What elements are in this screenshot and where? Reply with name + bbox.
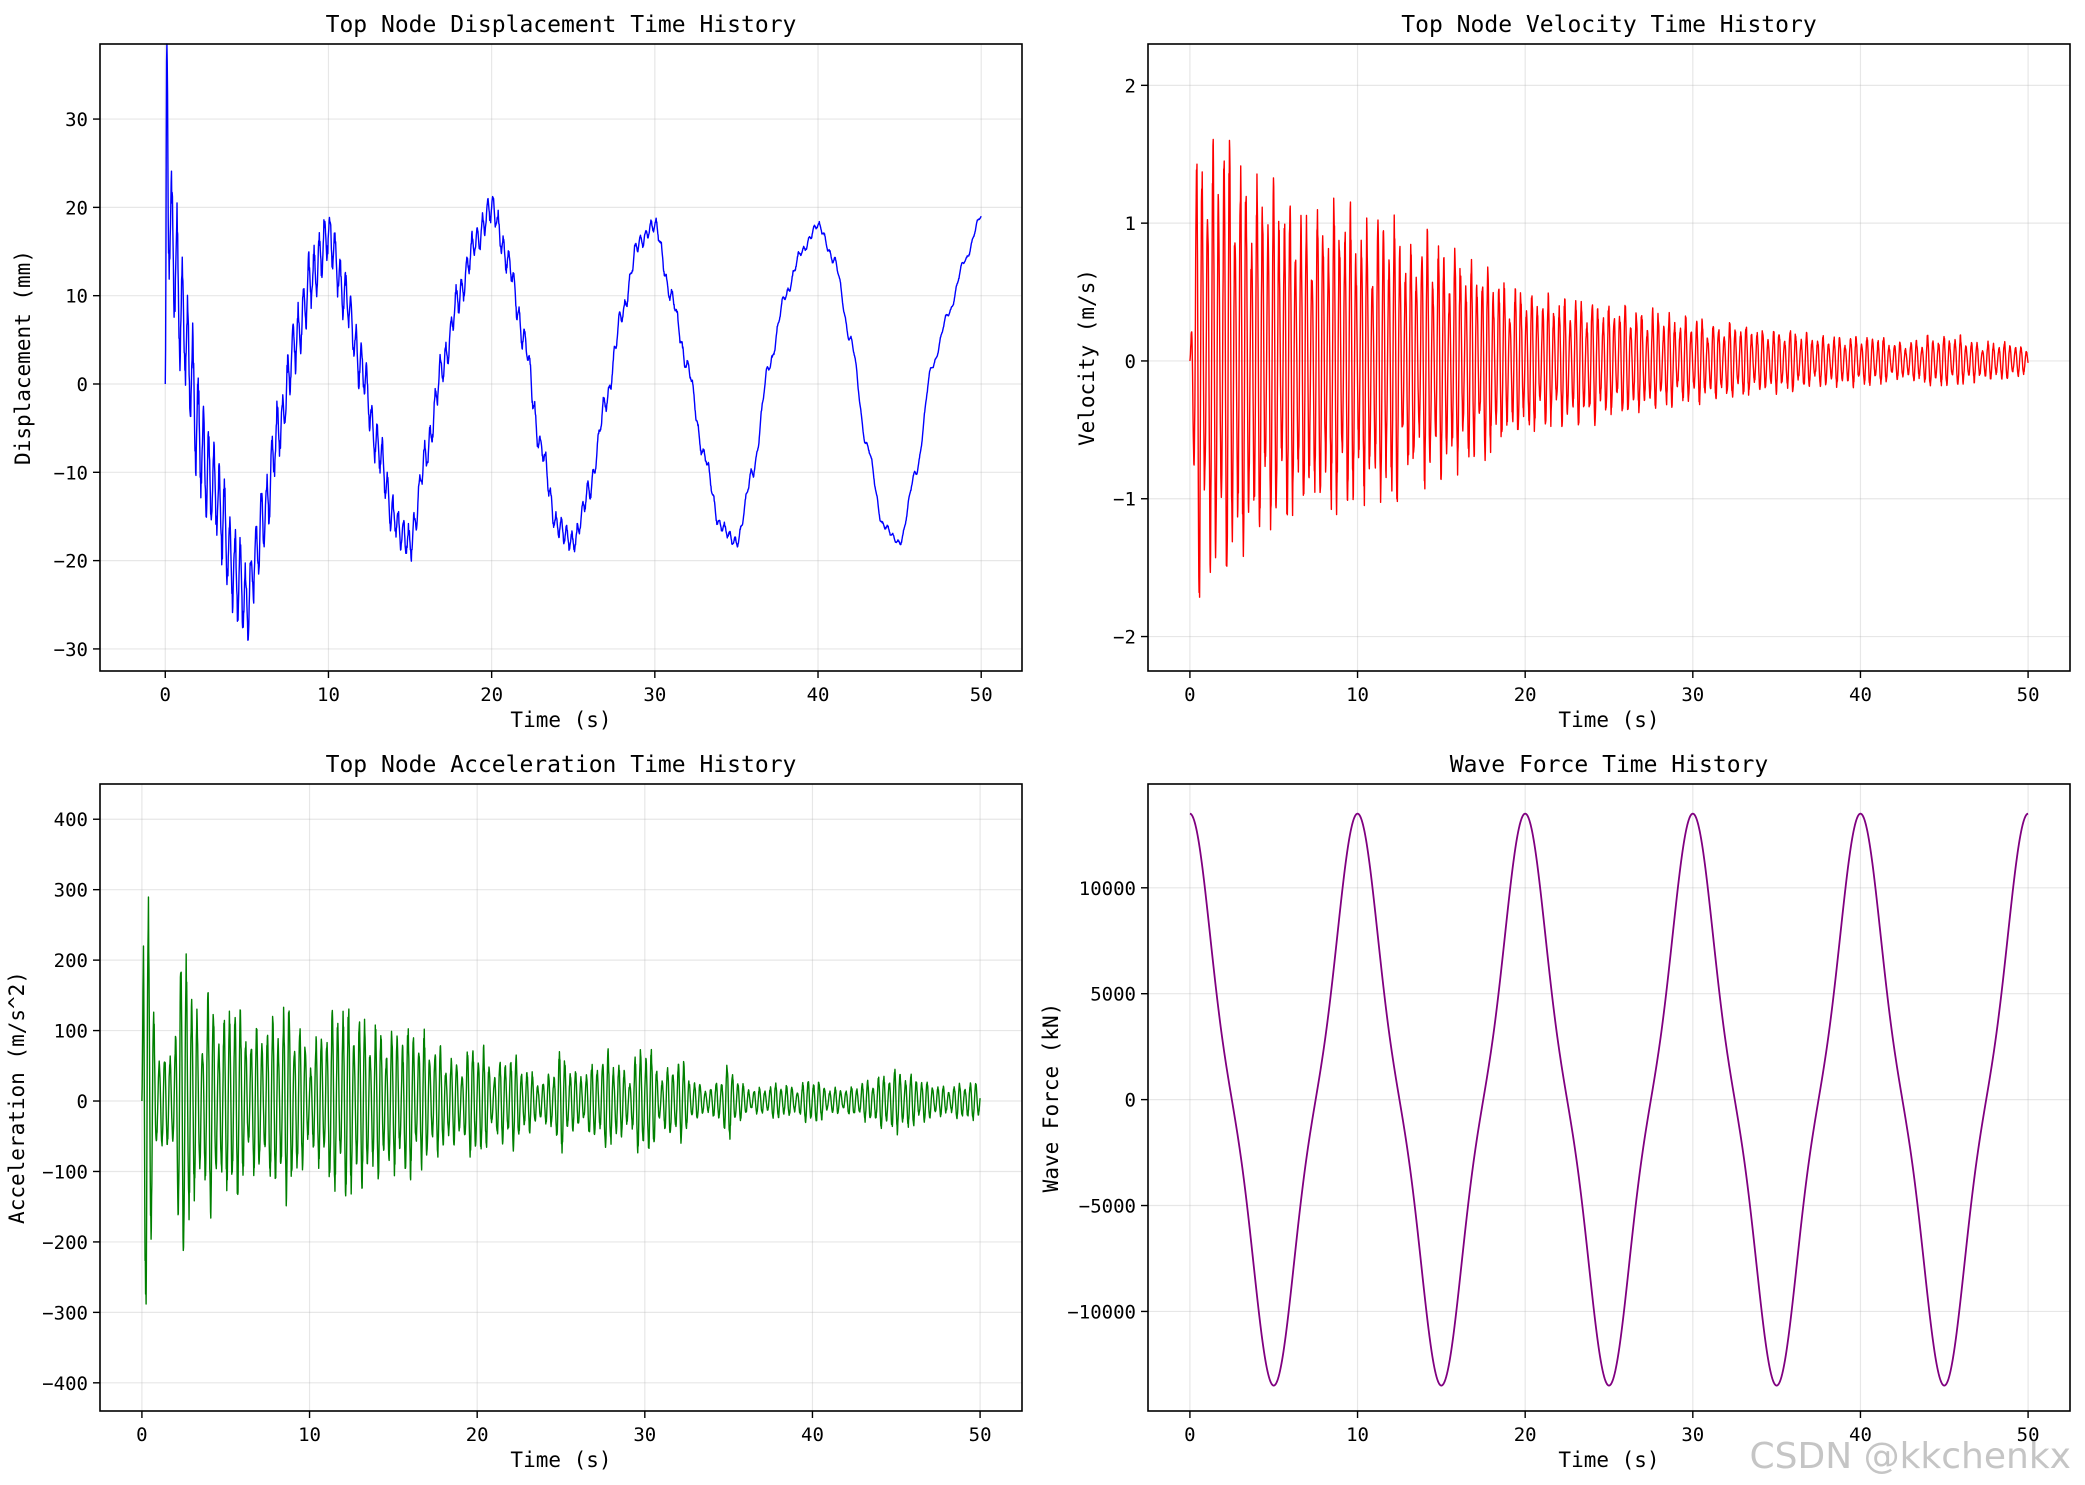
acceleration-ytick-label-3: −100 (42, 1161, 88, 1183)
displacement-series-line (164, 43, 982, 641)
displacement-x-axis-label: Time (s) (510, 708, 611, 732)
wave-force-xtick-label-1: 10 (1346, 1424, 1369, 1446)
velocity-ytick-label-3: 1 (1125, 213, 1136, 235)
velocity-xtick-label-1: 10 (1346, 684, 1369, 706)
velocity-ytick-label-4: 2 (1125, 75, 1136, 97)
acceleration-ytick-label-5: 100 (54, 1021, 88, 1043)
displacement-chart-title: Top Node Displacement Time History (326, 12, 797, 38)
acceleration-axes-frame (99, 783, 1023, 1412)
acceleration-y-axis-label: Acceleration (m/s^2) (5, 971, 29, 1224)
displacement-axes-frame (99, 43, 1023, 672)
velocity-ytick-label-0: −2 (1113, 627, 1136, 649)
displacement-xtick-label-5: 50 (970, 684, 993, 706)
velocity-ytick-label-1: −1 (1113, 489, 1136, 511)
wave-force-xtick-label-5: 50 (2017, 1424, 2040, 1446)
acceleration-xtick-label-1: 10 (298, 1424, 321, 1446)
displacement-xtick-label-0: 0 (160, 684, 171, 706)
acceleration-xtick-label-0: 0 (136, 1424, 147, 1446)
acceleration-x-axis-label: Time (s) (510, 1448, 611, 1472)
wave-force-ytick-label-0: −10000 (1067, 1301, 1136, 1323)
velocity-xtick-label-4: 40 (1849, 684, 1872, 706)
velocity-chart: 0 10 20 30 40 50 −2 −1 0 1 2 Top Node Velocity Time… (1075, 12, 2071, 732)
displacement-ytick-label-2: −10 (54, 462, 88, 484)
velocity-xtick-label-3: 30 (1681, 684, 1704, 706)
acceleration-ytick-label-6: 200 (54, 950, 88, 972)
acceleration-xtick-label-4: 40 (801, 1424, 824, 1446)
wave-force-xtick-label-4: 40 (1849, 1424, 1872, 1446)
wave-force-xtick-label-3: 30 (1681, 1424, 1704, 1446)
velocity-series-line (1189, 138, 2029, 598)
acceleration-xtick-label-2: 20 (466, 1424, 489, 1446)
wave-force-xtick-label-2: 20 (1514, 1424, 1537, 1446)
displacement-y-axis-label: Displacement (mm) (11, 250, 35, 465)
displacement-ytick-label-1: −20 (54, 551, 88, 573)
velocity-xtick-label-2: 20 (1514, 684, 1537, 706)
acceleration-series-line (141, 896, 981, 1305)
acceleration-ytick-label-1: −300 (42, 1302, 88, 1324)
velocity-y-axis-label: Velocity (m/s) (1075, 269, 1099, 446)
displacement-chart: 0 10 20 30 40 50 −30 −20 −10 0 10 20 30 Top Node Disp… (11, 12, 1023, 732)
acceleration-ytick-label-4: 0 (77, 1091, 88, 1113)
displacement-ytick-label-4: 10 (65, 286, 88, 308)
wave-force-y-axis-label: Wave Force (kN) (1039, 1003, 1063, 1193)
displacement-xtick-label-3: 30 (643, 684, 666, 706)
displacement-ytick-label-3: 0 (77, 374, 88, 396)
acceleration-chart: 0 10 20 30 40 50 −400 −300 −200 −100 0 100 200 300 400… (5, 752, 1023, 1472)
velocity-chart-title: Top Node Velocity Time History (1401, 12, 1816, 38)
wave-force-ytick-label-3: 5000 (1090, 984, 1136, 1006)
acceleration-ytick-label-7: 300 (54, 880, 88, 902)
wave-force-axes-frame (1147, 783, 2071, 1412)
wave-force-series-line (1189, 812, 2029, 1387)
acceleration-xtick-label-3: 30 (633, 1424, 656, 1446)
acceleration-chart-title: Top Node Acceleration Time History (326, 752, 797, 778)
wave-force-ytick-label-1: −5000 (1079, 1196, 1136, 1218)
velocity-xtick-label-5: 50 (2017, 684, 2040, 706)
displacement-xtick-label-2: 20 (480, 684, 503, 706)
displacement-xtick-label-4: 40 (807, 684, 830, 706)
displacement-ytick-label-5: 20 (65, 197, 88, 219)
wave-force-chart-title: Wave Force Time History (1450, 752, 1769, 778)
acceleration-ytick-label-0: −400 (42, 1373, 88, 1395)
displacement-ytick-label-6: 30 (65, 109, 88, 131)
wave-force-ytick-label-2: 0 (1125, 1090, 1136, 1112)
wave-force-chart: 0 10 20 30 40 50 −10000 −5000 0 5000 10000 Wave For… (1039, 752, 2071, 1472)
watermark: CSDN @kkchenkx (1749, 1436, 2071, 1477)
acceleration-ytick-label-2: −200 (42, 1232, 88, 1254)
acceleration-xtick-label-5: 50 (969, 1424, 992, 1446)
displacement-xtick-label-1: 10 (317, 684, 340, 706)
velocity-ytick-label-2: 0 (1125, 351, 1136, 373)
wave-force-xtick-label-0: 0 (1184, 1424, 1195, 1446)
displacement-ytick-label-0: −30 (54, 639, 88, 661)
acceleration-ytick-label-8: 400 (54, 809, 88, 831)
velocity-xtick-label-0: 0 (1184, 684, 1195, 706)
velocity-axes-frame (1147, 43, 2071, 672)
wave-force-x-axis-label: Time (s) (1558, 1448, 1659, 1472)
velocity-x-axis-label: Time (s) (1558, 708, 1659, 732)
wave-force-ytick-label-4: 10000 (1079, 878, 1136, 900)
